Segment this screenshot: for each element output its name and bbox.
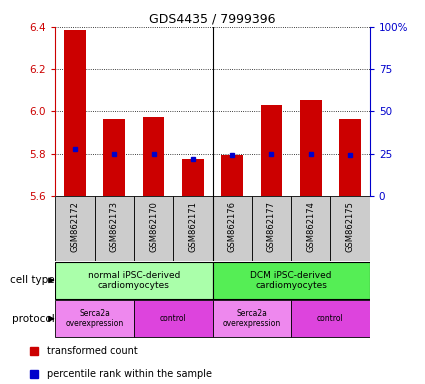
Bar <box>331 196 370 261</box>
Bar <box>291 300 370 337</box>
Text: control: control <box>317 314 344 323</box>
Bar <box>261 105 282 196</box>
Title: GDS4435 / 7999396: GDS4435 / 7999396 <box>149 13 276 26</box>
Bar <box>291 196 331 261</box>
Bar <box>55 262 212 299</box>
Text: cell type: cell type <box>10 275 54 285</box>
Bar <box>182 159 204 196</box>
Bar <box>252 196 291 261</box>
Text: Serca2a
overexpression: Serca2a overexpression <box>65 309 124 328</box>
Text: GSM862172: GSM862172 <box>71 201 79 252</box>
Bar <box>212 262 370 299</box>
Bar <box>143 117 164 196</box>
Bar <box>221 155 243 196</box>
Text: GSM862173: GSM862173 <box>110 201 119 252</box>
Text: GSM862174: GSM862174 <box>306 201 315 252</box>
Bar <box>134 196 173 261</box>
Bar <box>173 196 212 261</box>
Text: percentile rank within the sample: percentile rank within the sample <box>47 369 212 379</box>
Text: protocol: protocol <box>12 314 54 324</box>
Bar <box>55 300 134 337</box>
Text: GSM862177: GSM862177 <box>267 201 276 252</box>
Bar <box>212 300 291 337</box>
Text: control: control <box>160 314 187 323</box>
Bar <box>212 196 252 261</box>
Bar <box>103 119 125 196</box>
Bar <box>94 196 134 261</box>
Text: GSM862175: GSM862175 <box>346 201 354 252</box>
Bar <box>55 196 94 261</box>
Bar <box>64 30 86 196</box>
Bar <box>134 300 212 337</box>
Text: transformed count: transformed count <box>47 346 138 356</box>
Text: GSM862171: GSM862171 <box>188 201 197 252</box>
Text: normal iPSC-derived
cardiomyocytes: normal iPSC-derived cardiomyocytes <box>88 271 180 290</box>
Bar <box>339 119 361 196</box>
Text: GSM862176: GSM862176 <box>228 201 237 252</box>
Bar <box>300 100 322 196</box>
Text: Serca2a
overexpression: Serca2a overexpression <box>223 309 281 328</box>
Text: GSM862170: GSM862170 <box>149 201 158 252</box>
Text: DCM iPSC-derived
cardiomyocytes: DCM iPSC-derived cardiomyocytes <box>250 271 332 290</box>
